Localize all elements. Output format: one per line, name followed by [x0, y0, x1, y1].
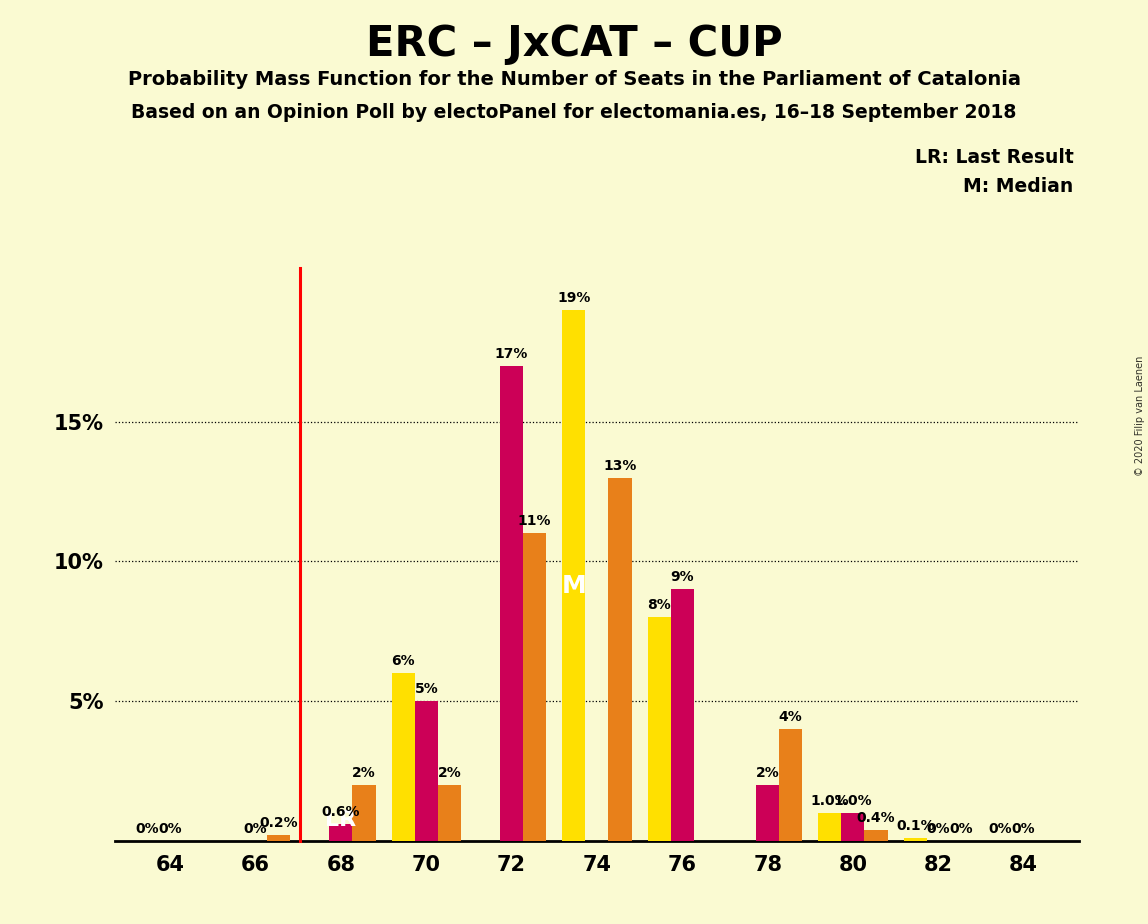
Text: 8%: 8% [647, 598, 672, 613]
Bar [841, 813, 864, 841]
Text: Probability Mass Function for the Number of Seats in the Parliament of Catalonia: Probability Mass Function for the Number… [127, 70, 1021, 90]
Text: 11%: 11% [518, 515, 551, 529]
Bar [414, 701, 437, 841]
Text: 0%: 0% [158, 821, 183, 836]
Text: 6%: 6% [391, 654, 416, 668]
Text: M: M [561, 574, 587, 598]
Text: 0.1%: 0.1% [895, 819, 934, 833]
Text: M: Median: M: Median [963, 177, 1073, 197]
Text: 0%: 0% [135, 821, 160, 836]
Bar [608, 478, 631, 841]
Bar [267, 835, 290, 841]
Text: 5%: 5% [414, 682, 439, 696]
Bar [864, 830, 887, 841]
Bar [819, 813, 841, 841]
Text: 17%: 17% [495, 346, 528, 360]
Bar [779, 729, 802, 841]
Text: 9%: 9% [670, 570, 695, 584]
Bar [563, 310, 585, 841]
Text: 0%: 0% [243, 821, 267, 836]
Text: 2%: 2% [352, 766, 375, 780]
Text: 0%: 0% [949, 821, 974, 836]
Bar [501, 366, 523, 841]
Text: 0.4%: 0.4% [856, 810, 895, 824]
Text: © 2020 Filip van Laenen: © 2020 Filip van Laenen [1135, 356, 1145, 476]
Text: 1.0%: 1.0% [833, 794, 872, 808]
Text: 0%: 0% [1011, 821, 1035, 836]
Text: 2%: 2% [755, 766, 779, 780]
Bar [352, 785, 375, 841]
Bar [437, 785, 460, 841]
Text: 19%: 19% [557, 291, 590, 305]
Bar [670, 590, 693, 841]
Text: 0%: 0% [988, 821, 1013, 836]
Bar [903, 838, 926, 841]
Text: LR: Last Result: LR: Last Result [915, 148, 1073, 167]
Bar [647, 617, 670, 841]
Text: 13%: 13% [604, 458, 637, 472]
Bar [329, 824, 352, 841]
Text: 0.2%: 0.2% [259, 816, 298, 831]
Bar [391, 674, 414, 841]
Text: 1.0%: 1.0% [810, 794, 850, 808]
Text: 2%: 2% [437, 766, 461, 780]
Text: 4%: 4% [778, 710, 802, 724]
Text: 0.6%: 0.6% [321, 805, 360, 819]
Text: Based on an Opinion Poll by electoPanel for electomania.es, 16–18 September 2018: Based on an Opinion Poll by electoPanel … [131, 103, 1017, 123]
Text: LR: LR [325, 809, 357, 830]
Text: ERC – JxCAT – CUP: ERC – JxCAT – CUP [365, 23, 783, 65]
Text: 0%: 0% [926, 821, 951, 836]
Bar [523, 533, 546, 841]
Bar [757, 785, 779, 841]
